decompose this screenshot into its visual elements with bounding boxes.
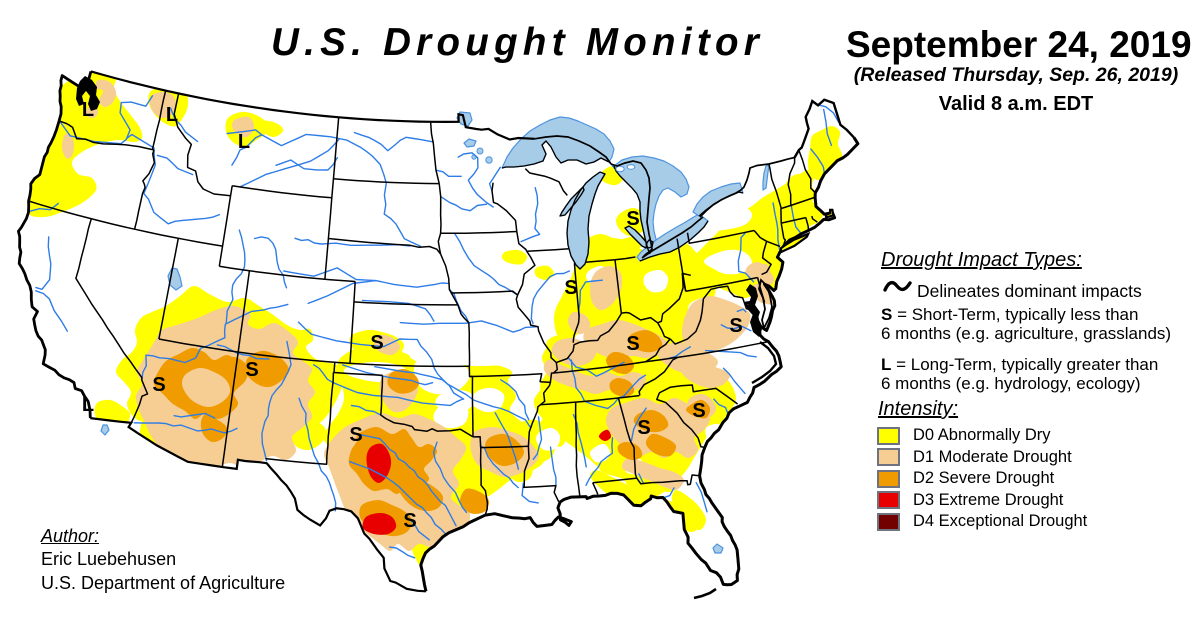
svg-text:S: S [729,315,742,337]
svg-text:S: S [564,277,577,299]
svg-text:S: S [626,208,639,230]
svg-text:L: L [238,131,250,153]
svg-text:S: S [637,417,650,439]
svg-text:S: S [245,359,258,381]
svg-text:S: S [152,374,165,396]
svg-text:L: L [166,104,178,126]
svg-text:S: S [626,333,639,355]
svg-text:L: L [82,99,94,121]
svg-text:S: S [370,332,383,354]
svg-text:S: S [403,510,416,532]
svg-text:S: S [692,400,705,422]
svg-text:L: L [82,394,94,416]
svg-text:S: S [349,424,362,446]
